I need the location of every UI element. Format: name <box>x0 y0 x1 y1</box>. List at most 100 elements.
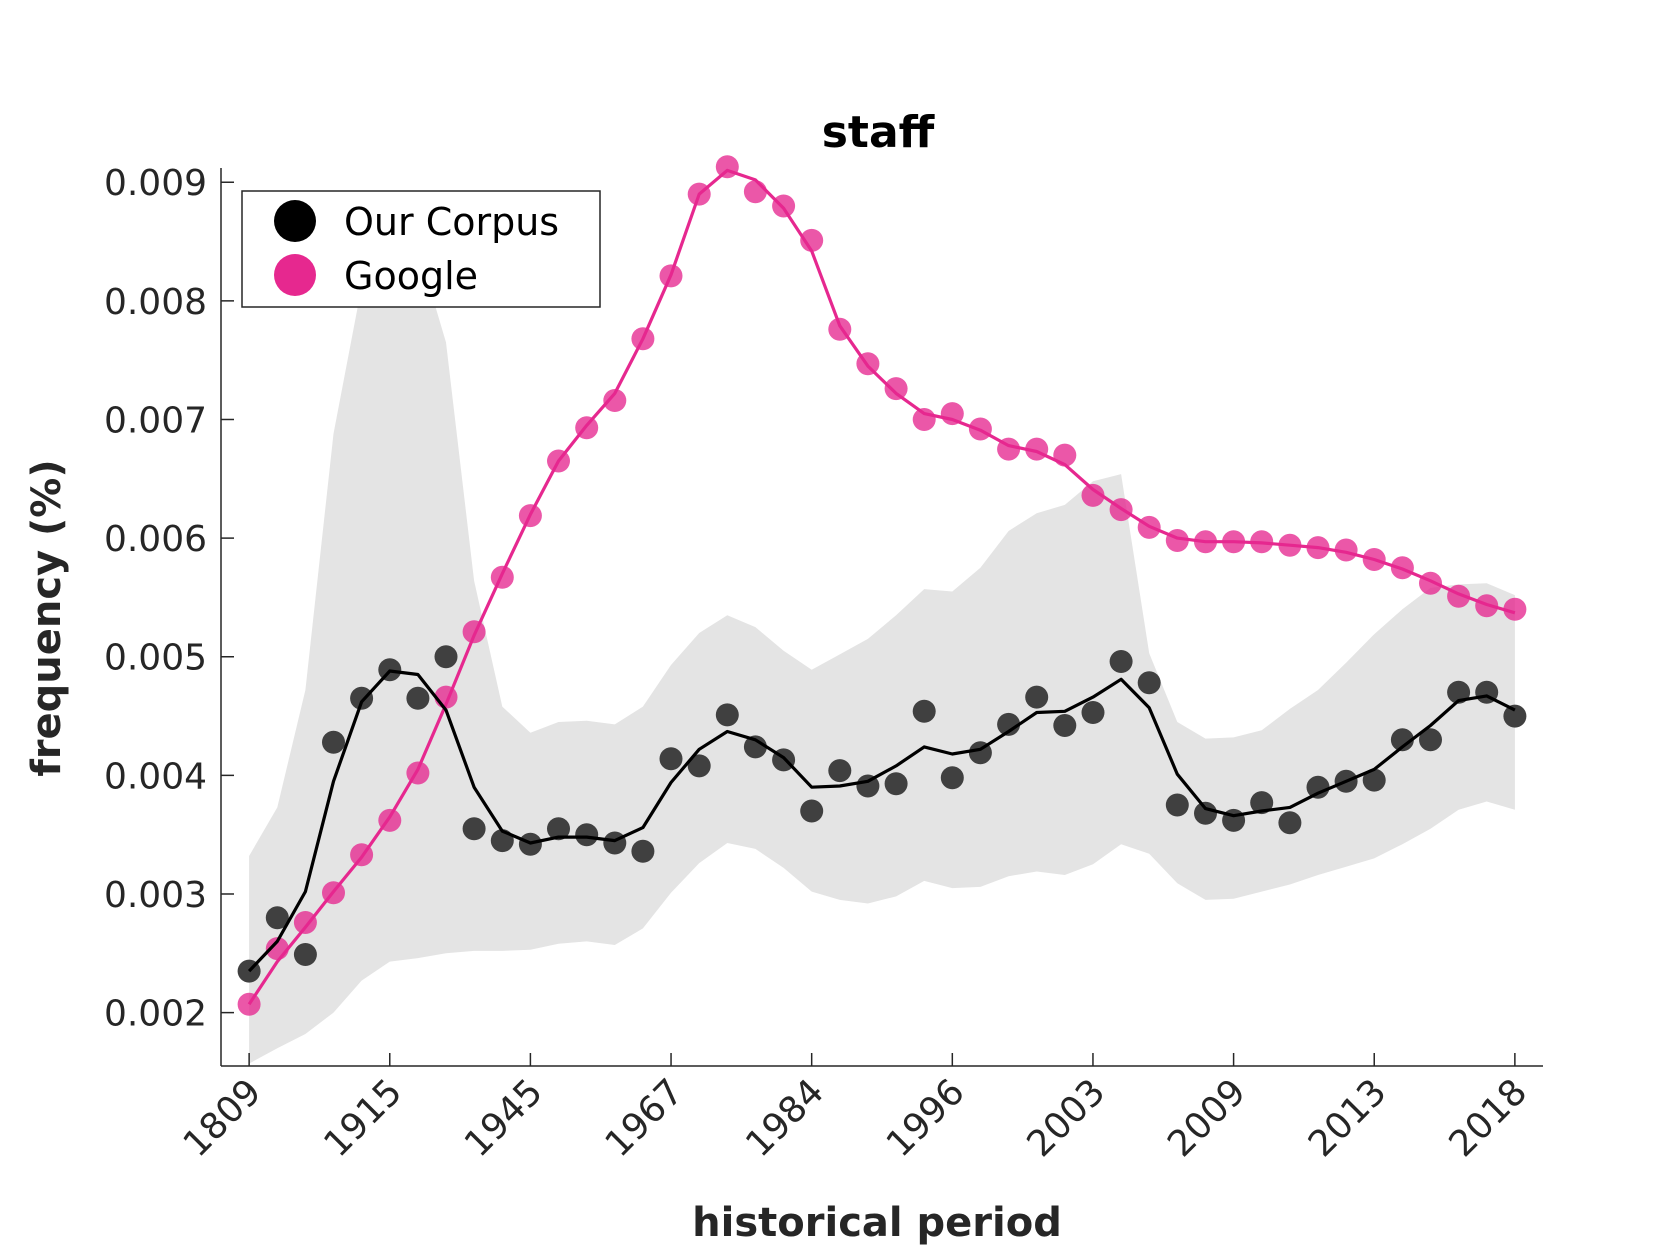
x-tick-label: 2009 <box>1160 1071 1254 1165</box>
line-our-corpus <box>247 669 1516 973</box>
point-our-corpus <box>631 839 655 863</box>
x-tick-label: 2003 <box>1020 1071 1114 1165</box>
point-our-corpus <box>1165 793 1189 817</box>
legend-marker-google <box>274 254 316 296</box>
point-google <box>265 937 289 961</box>
point-our-corpus <box>322 730 345 754</box>
legend: Our Corpus Google <box>241 190 601 308</box>
point-google <box>856 352 880 376</box>
y-tick-label: 0.008 <box>104 282 207 323</box>
point-google <box>1250 530 1274 554</box>
point-google <box>575 416 599 440</box>
legend-label-our-corpus: Our Corpus <box>344 200 559 244</box>
point-google <box>743 180 767 204</box>
point-google <box>293 911 317 934</box>
point-google <box>406 761 430 785</box>
x-tick-label: 1996 <box>879 1071 973 1165</box>
chart-title: staff <box>822 107 936 158</box>
point-our-corpus <box>1390 728 1414 752</box>
point-google <box>237 992 261 1016</box>
y-tick-label: 0.003 <box>104 875 207 916</box>
y-tick-label: 0.004 <box>104 756 207 797</box>
point-our-corpus <box>293 943 317 966</box>
point-our-corpus <box>997 712 1021 736</box>
point-google <box>997 437 1021 461</box>
point-our-corpus <box>743 735 767 759</box>
point-google <box>1222 530 1246 554</box>
point-google <box>940 402 964 426</box>
point-google <box>1081 483 1105 507</box>
point-our-corpus <box>1053 714 1077 737</box>
point-our-corpus <box>1278 811 1302 835</box>
point-our-corpus <box>659 747 683 771</box>
point-our-corpus <box>828 759 852 783</box>
point-google <box>1390 556 1414 580</box>
series-lines <box>247 168 1516 1006</box>
x-tick-label: 2013 <box>1301 1071 1395 1165</box>
y-tick-label: 0.006 <box>104 519 207 560</box>
point-google <box>968 417 992 441</box>
point-google <box>1278 533 1302 557</box>
point-google <box>547 449 570 473</box>
point-google <box>1194 530 1217 554</box>
point-google <box>631 327 655 351</box>
point-google <box>1165 529 1189 552</box>
x-tick-label: 2018 <box>1441 1071 1535 1165</box>
point-google <box>1053 443 1077 467</box>
point-our-corpus <box>406 686 430 710</box>
point-our-corpus <box>687 754 711 778</box>
point-our-corpus <box>1250 791 1274 815</box>
point-google <box>1025 437 1049 461</box>
point-google <box>912 408 936 431</box>
point-google <box>1109 498 1133 522</box>
point-our-corpus <box>1081 701 1105 724</box>
x-tick-label: 1967 <box>598 1071 692 1165</box>
x-tick-label: 1809 <box>176 1071 270 1165</box>
axes <box>220 168 1543 1067</box>
confidence-band <box>249 232 1515 1064</box>
point-google <box>322 881 345 905</box>
point-our-corpus <box>800 799 824 823</box>
point-our-corpus <box>1306 775 1330 799</box>
point-google <box>518 504 542 528</box>
point-our-corpus <box>856 774 880 798</box>
point-our-corpus <box>1362 768 1386 792</box>
point-google <box>659 264 683 288</box>
point-google <box>715 155 739 179</box>
point-google <box>687 182 711 206</box>
point-our-corpus <box>547 817 570 841</box>
point-google <box>462 620 486 644</box>
legend-label-google: Google <box>344 254 478 298</box>
point-google <box>800 228 824 252</box>
point-google <box>1334 538 1358 562</box>
point-our-corpus <box>1109 650 1133 673</box>
point-google <box>603 389 627 412</box>
y-tick-label: 0.009 <box>104 163 207 204</box>
point-google <box>1475 594 1499 618</box>
y-tick-label: 0.005 <box>104 638 207 679</box>
point-google <box>350 843 374 867</box>
point-our-corpus <box>940 766 964 790</box>
legend-marker-our-corpus <box>274 200 316 242</box>
point-google <box>828 317 852 341</box>
point-our-corpus <box>575 823 599 847</box>
point-google <box>1137 515 1161 539</box>
point-our-corpus <box>603 831 627 855</box>
point-our-corpus <box>265 906 289 930</box>
point-our-corpus <box>912 699 936 723</box>
x-tick-label: 1984 <box>738 1071 832 1165</box>
point-google <box>1419 571 1442 595</box>
point-our-corpus <box>715 703 739 727</box>
point-our-corpus <box>1137 671 1161 695</box>
point-our-corpus <box>1194 801 1217 825</box>
point-google <box>378 808 402 832</box>
point-google <box>1362 548 1386 571</box>
point-google <box>1306 536 1330 560</box>
point-our-corpus <box>350 686 374 710</box>
line-google <box>247 168 1516 1006</box>
point-our-corpus <box>884 772 908 796</box>
point-google <box>1447 584 1471 608</box>
point-google <box>884 377 908 401</box>
point-our-corpus <box>434 645 458 669</box>
